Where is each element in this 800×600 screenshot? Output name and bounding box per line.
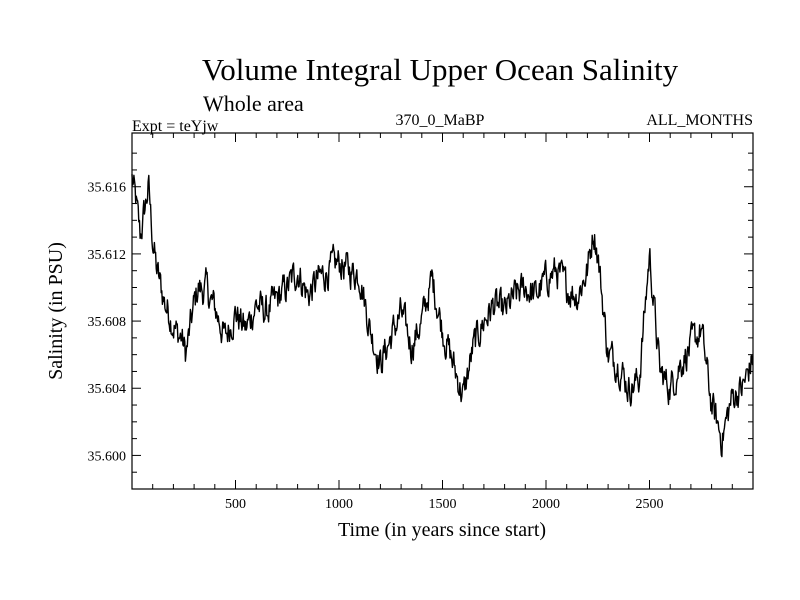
x-tick-label: 1000 [325, 497, 353, 512]
chart-title: Volume Integral Upper Ocean Salinity [202, 52, 679, 87]
y-tick-label: 35.608 [88, 315, 127, 330]
period-label: ALL_MONTHS [646, 112, 753, 129]
x-tick-label: 1500 [429, 497, 457, 512]
run-label: 370_0_MaBP [396, 112, 485, 129]
y-tick-label: 35.604 [88, 382, 127, 397]
x-tick-label: 2000 [532, 497, 560, 512]
y-tick-label: 35.600 [88, 449, 127, 464]
x-tick-label: 500 [225, 497, 246, 512]
chart-subtitle: Whole area [203, 91, 304, 116]
tick-marks [132, 133, 753, 489]
x-tick-label: 2500 [636, 497, 664, 512]
y-axis-label: Salinity (in PSU) [45, 242, 67, 380]
y-tick-label: 35.616 [88, 181, 127, 196]
salinity-series-line [131, 174, 754, 458]
tick-labels: 500 1000 1500 2000 2500 35.600 35.604 35.608 35.… [88, 181, 664, 512]
x-axis-label: Time (in years since start) [338, 519, 546, 541]
y-tick-label: 35.612 [88, 248, 127, 263]
expt-label: Expt = teYjw [132, 118, 219, 135]
plot-frame [131, 132, 754, 490]
